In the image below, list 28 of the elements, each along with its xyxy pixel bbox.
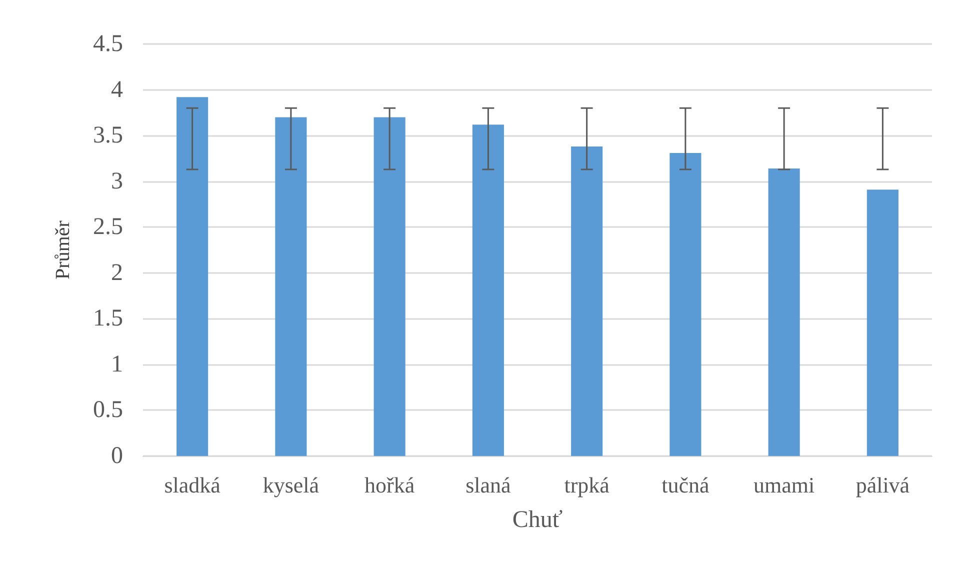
bar: [768, 168, 800, 456]
y-tick-label: 4: [111, 76, 123, 103]
y-tick-label: 4.5: [93, 31, 123, 57]
x-axis-title: Chuť: [512, 507, 563, 533]
bar: [275, 117, 307, 456]
bar: [472, 124, 504, 456]
x-tick-label: pálivá: [856, 472, 910, 498]
y-tick-label: 0.5: [93, 397, 123, 424]
x-tick-label: trpká: [564, 472, 610, 498]
x-tick-label: hořká: [364, 472, 415, 498]
x-tick-label: slaná: [466, 472, 512, 498]
y-tick-label: 2: [111, 260, 123, 286]
y-tick-label: 2.5: [93, 214, 123, 240]
bar: [571, 146, 603, 456]
x-tick-label: kyselá: [262, 472, 320, 498]
x-tick-label: tučná: [662, 472, 710, 498]
y-axis-title: Průměr: [52, 220, 74, 280]
x-tick-label: umami: [754, 472, 815, 498]
y-tick-label: 0: [111, 443, 123, 469]
x-tick-label: sladká: [164, 472, 221, 498]
bar: [176, 97, 208, 456]
y-tick-label: 3: [111, 168, 123, 194]
y-tick-label: 1: [111, 351, 123, 378]
bar: [866, 190, 898, 456]
y-tick-label: 3.5: [93, 122, 123, 149]
y-tick-label: 1.5: [93, 306, 123, 332]
bar: [374, 117, 406, 456]
bar: [670, 152, 702, 456]
